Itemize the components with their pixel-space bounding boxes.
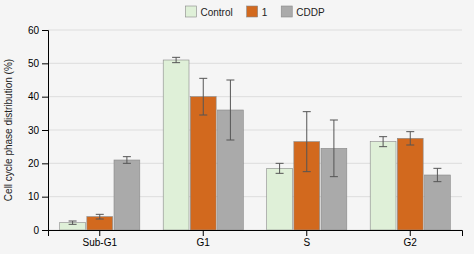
y-tick-label: 40 [28,91,40,102]
x-tick-label: G2 [404,237,418,248]
error-bar [433,168,441,181]
x-axis-line [49,231,463,237]
bar [190,97,216,230]
y-tick: 30 [28,125,48,136]
error-bar [226,80,234,140]
bar [397,138,423,230]
legend-item: 1 [247,6,268,18]
legend-item: CDDP [281,6,325,18]
y-tick: 50 [28,58,48,69]
x-tick: S [303,230,310,248]
legend-label: 1 [262,7,268,18]
marks [60,57,451,230]
y-tick-mark [42,30,48,31]
grid-line [48,30,462,31]
y-tick-label: 50 [28,58,40,69]
y-tick-label: 20 [28,158,40,169]
y-tick: 10 [28,191,48,202]
series [60,57,396,230]
x-tick-label: S [303,237,310,248]
y-tick-label: 0 [33,225,39,236]
error-bar [379,137,387,147]
error-bar [276,163,284,173]
y-tick-mark [42,163,48,164]
x-tick: Sub-G1 [83,230,118,248]
x-tick-mark [99,230,100,236]
grid-line [48,96,462,97]
x-tick: G2 [404,230,418,248]
error-bar [199,78,207,115]
y-tick: 20 [28,158,48,169]
bar [163,60,189,230]
x-tick-label: Sub-G1 [83,237,118,248]
x-tick-mark [306,230,307,236]
x-tick-label: G1 [197,237,211,248]
error-bar [96,214,104,219]
chart: 0 10 20 30 40 50 60 Sub-G1 G1 S G2 Cell cycle phase… [0,0,474,254]
legend-swatch [185,6,196,17]
y-tick-mark [42,63,48,64]
error-bar [69,221,77,224]
grid [48,30,462,230]
error-bar [123,157,131,164]
y-tick-mark [42,130,48,131]
x-tick-mark [410,230,411,236]
y-tick-label: 10 [28,191,40,202]
legend-label: CDDP [296,7,325,18]
y-tick: 40 [28,91,48,102]
x-tick-mark [203,230,204,236]
legend-item: Control [185,6,232,18]
y-tick: 60 [28,25,48,36]
legend-swatch [247,6,258,17]
y-tick-label: 30 [28,125,40,136]
bar [267,168,293,230]
error-bar [172,57,180,62]
series [87,78,423,230]
legend-swatch [281,6,292,17]
error-bar [406,132,414,145]
grid-line [48,130,462,131]
plot: 0 10 20 30 40 50 60 Sub-G1 G1 S G2 [28,25,463,248]
error-bar [330,120,338,177]
y-axis: 0 10 20 30 40 50 60 [28,25,49,236]
y-axis-title: Cell cycle phase distribution (%) [3,59,14,201]
bar [114,160,140,230]
legend-label: Control [200,7,232,18]
bar [425,175,451,230]
y-tick: 0 [33,225,48,236]
y-tick-mark [42,197,48,198]
x-tick: G1 [197,230,211,248]
y-tick-mark [42,230,48,231]
y-tick-label: 60 [28,25,40,36]
legend: Control 1 CDDP [185,6,324,18]
y-axis-line [42,31,49,231]
error-bar [303,112,311,172]
x-axis: Sub-G1 G1 S G2 [49,230,463,248]
series [114,80,450,230]
bar [370,142,396,230]
y-tick-mark [42,97,48,98]
grid-line [48,63,462,64]
